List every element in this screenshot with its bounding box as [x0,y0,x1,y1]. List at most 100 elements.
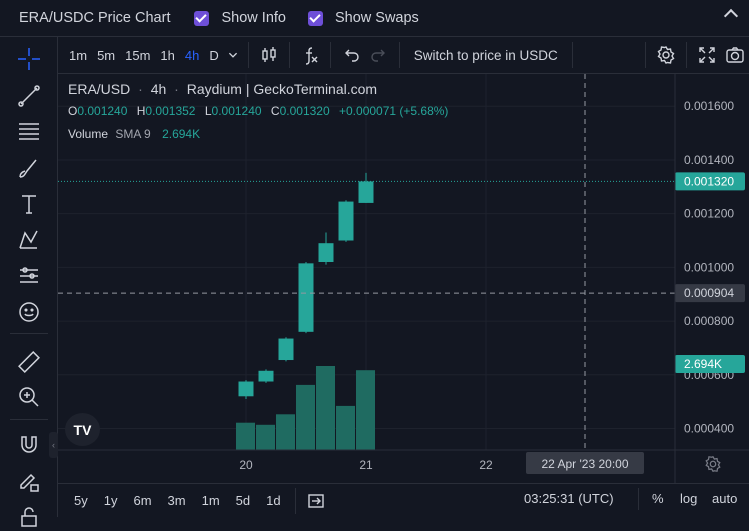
screenshot-button[interactable] [721,41,749,69]
candles-icon [262,47,276,62]
pattern-icon [19,230,38,249]
range-3m[interactable]: 3m [167,493,186,508]
magnet-icon [21,436,37,453]
toolbar-divider [10,419,48,420]
crosshair-tool[interactable] [14,45,44,73]
checkbox-checked-icon[interactable] [194,10,210,26]
toolbar-divider [686,42,687,68]
high-label: H [136,104,146,118]
text-tool[interactable] [14,190,44,218]
y-tick-label: 0.001400 [684,153,734,167]
redo-button[interactable] [365,41,393,69]
open-value: 0.001240 [77,104,128,118]
axis-settings-gear-icon[interactable] [704,455,722,473]
volume-bar [236,422,255,450]
x-tick-label: 21 [359,458,373,472]
chart-toolbar: 1m 5m 15m 1h 4h D Switch to price in USD… [58,37,749,74]
prediction-icon [20,267,38,283]
trend-line-tool[interactable] [14,82,44,110]
settings-button[interactable] [652,41,680,69]
volume-label: Volume [68,127,109,141]
close-value: 0.001320 [279,104,330,118]
crosshair-icon [18,48,40,70]
ohlc-values: O0.001240 H0.001352 L0.001240 C0.001320 … [68,104,454,118]
candle-body [318,243,334,262]
collapse-chevron-up-icon[interactable] [723,8,739,24]
show-swaps-label: Show Swaps [334,10,419,26]
utc-clock[interactable]: 03:25:31 (UTC) [524,491,614,506]
timeframe-4h[interactable]: 4h [184,47,200,63]
show-info-checkbox[interactable]: Show Info [194,10,286,26]
candle-body [298,263,314,332]
crosshair-price-label: 0.000904 [684,286,734,300]
change-value: +0.000071 (+5.68%) [339,104,449,118]
legend-separator: · [174,81,179,97]
auto-scale-toggle[interactable]: auto [712,491,738,506]
fib-tool[interactable] [14,117,44,145]
range-5d[interactable]: 5d [235,493,251,508]
emoji-tool[interactable] [14,298,44,326]
measure-tool[interactable] [14,348,44,376]
volume-bar [336,405,355,450]
toolbar-toggle-chevron-left-icon[interactable]: ‹ [49,432,58,458]
crosshair-time-label: 22 Apr '23 20:00 [541,457,628,471]
show-swaps-checkbox[interactable]: Show Swaps [307,10,419,26]
chart-type-button[interactable] [255,41,283,69]
range-6m[interactable]: 6m [133,493,152,508]
volume-bar [276,414,295,450]
goto-date-button[interactable] [302,487,330,515]
candle-body [258,370,274,382]
high-value: 0.001352 [145,104,196,118]
fib-lines-icon [19,123,39,140]
smiley-icon [19,302,39,322]
legend-interval: 4h [150,81,167,97]
chart-header: ERA/USDC Price Chart Show Info Show Swap… [0,0,749,37]
y-tick-label: 0.000800 [684,314,734,328]
zoom-tool[interactable] [14,383,44,411]
timeframe-dropdown[interactable] [224,41,242,69]
checkbox-checked-icon[interactable] [307,10,323,26]
switch-currency-button[interactable]: Switch to price in USDC [413,47,558,63]
toolbar-divider [247,42,249,68]
low-label: L [204,104,212,118]
fullscreen-icon [699,47,715,63]
tradingview-logo[interactable]: TV [65,413,100,446]
undo-button[interactable] [337,41,365,69]
timeframe-1m[interactable]: 1m [69,47,88,63]
indicators-button[interactable] [296,41,324,69]
magnet-tool[interactable] [14,431,44,459]
lock-icon [21,507,37,527]
text-icon [22,195,36,214]
price-chart[interactable]: 0.001600 0.001400 0.001200 0.001000 0.000800… [58,74,749,483]
timeframe-d[interactable]: D [209,47,219,63]
y-tick-label: 0.001600 [684,99,734,113]
volume-bar [316,366,335,450]
timeframe-5m[interactable]: 5m [97,47,116,63]
timeframe-15m[interactable]: 15m [125,47,151,63]
toolbar-divider [294,487,296,514]
toolbar-divider [329,42,331,68]
fullscreen-button[interactable] [693,41,721,69]
chevron-down-icon [228,52,237,58]
percent-scale-toggle[interactable]: % [652,491,664,506]
open-label: O [68,104,78,118]
chart-title: ERA/USDC Price Chart [19,10,171,26]
range-1m[interactable]: 1m [201,493,220,508]
crosshair-price-badge [675,284,745,303]
prediction-tool[interactable] [14,262,44,290]
volume-value: 2.694K [162,127,201,141]
lock-tool[interactable] [14,503,44,531]
brush-tool[interactable] [14,154,44,182]
toolbar-divider [288,42,290,68]
range-1d[interactable]: 1d [266,493,281,508]
log-scale-toggle[interactable]: log [680,491,698,506]
range-5y[interactable]: 5y [74,493,88,508]
y-tick-label: 0.001200 [684,207,734,221]
lock-drawing-tool[interactable] [14,467,44,495]
range-1y[interactable]: 1y [103,493,118,508]
pattern-tool[interactable] [14,226,44,254]
show-info-label: Show Info [221,10,286,26]
chart-background [58,74,749,483]
volume-legend: Volume SMA 9 2.694K [68,127,200,141]
timeframe-1h[interactable]: 1h [160,47,175,63]
